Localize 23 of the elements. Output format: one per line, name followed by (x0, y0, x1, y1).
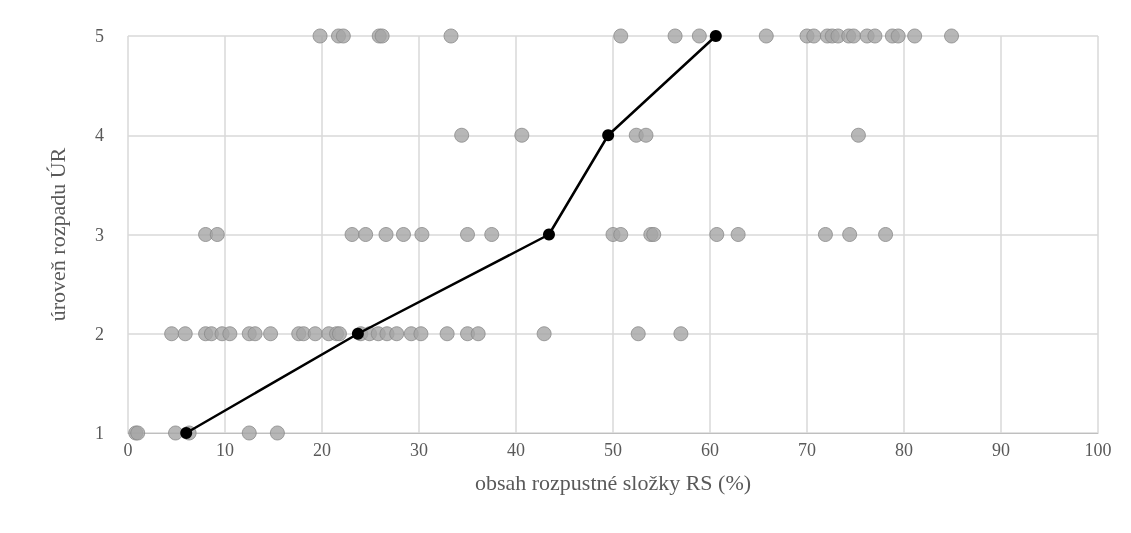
point (602, 129, 615, 142)
y-tick-label: 5 (95, 26, 104, 46)
x-tick-label: 60 (701, 440, 719, 460)
point (351, 327, 364, 340)
x-tick-label: 80 (895, 440, 913, 460)
x-tick-label: 0 (123, 440, 133, 460)
x-tick-label: 100 (1084, 440, 1112, 460)
point (180, 427, 193, 439)
x-tick-label: 20 (313, 440, 331, 460)
x-tick-label: 10 (216, 440, 234, 460)
point (709, 30, 722, 42)
x-tick-label: 90 (992, 440, 1010, 460)
x-tick-label: 50 (604, 440, 622, 460)
x-axis-title: obsah rozpustné složky RS (%) (474, 469, 752, 495)
x-tick-label: 70 (798, 440, 816, 460)
point (542, 228, 555, 241)
y-tick-label: 1 (95, 423, 104, 443)
y-tick-label: 2 (95, 323, 104, 344)
x-tick-label: 30 (410, 440, 428, 460)
x-tick-label: 40 (507, 440, 525, 460)
y-axis-title: úroveň rozpadu ÚR (44, 147, 70, 322)
y-tick-label: 4 (95, 125, 104, 146)
y-tick-label: 3 (95, 224, 104, 245)
